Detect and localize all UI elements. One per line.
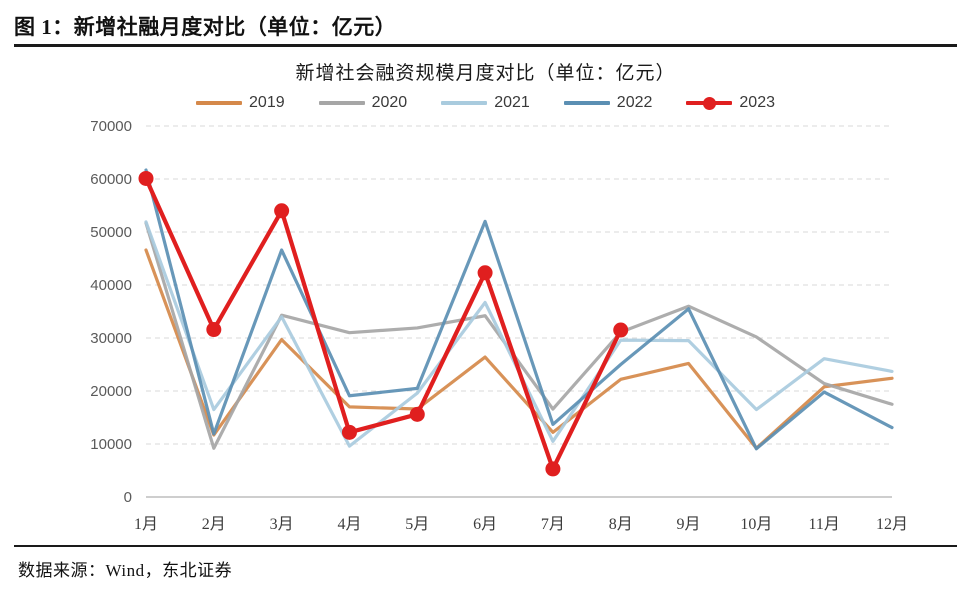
x-axis-tick-label: 6月 <box>473 516 497 533</box>
legend-label-2021: 2021 <box>494 94 530 111</box>
legend-item-2020[interactable]: 2020 <box>318 94 408 112</box>
series-line-2020 <box>144 221 894 450</box>
legend-swatch-2019 <box>196 101 243 105</box>
series-group <box>138 168 894 477</box>
data-point-2023-5月[interactable] <box>409 406 425 422</box>
legend-item-2022[interactable]: 2022 <box>563 94 653 112</box>
y-axis-tick-label: 30000 <box>90 330 132 347</box>
y-axis-labels-group: 0 10000 20000 30000 40000 50000 60000 70000 <box>90 118 132 506</box>
footer-divider <box>14 545 957 547</box>
header-divider <box>14 44 957 47</box>
series-line-2023 <box>143 176 623 472</box>
data-point-2023-1月[interactable] <box>138 170 154 186</box>
legend-label-2020: 2020 <box>371 94 408 111</box>
chart-title: 新增社会融资规模月度对比（单位：亿元） <box>295 63 676 84</box>
y-axis-tick-label: 60000 <box>90 171 132 188</box>
legend-label-2023: 2023 <box>739 94 775 111</box>
line-chart-svg: 0 10000 20000 30000 40000 50000 60000 70000 1月 2… <box>90 118 908 533</box>
data-point-2023-7月[interactable] <box>545 461 561 477</box>
x-axis-tick-label: 2月 <box>202 516 226 533</box>
x-axis-tick-label: 11月 <box>808 516 839 533</box>
x-axis-tick-label: 4月 <box>337 516 361 533</box>
legend-swatch-2023 <box>686 96 733 110</box>
legend-item-2023[interactable]: 2023 <box>686 94 775 112</box>
x-axis-tick-label: 10月 <box>740 516 772 533</box>
figure-caption: 图 1：新增社融月度对比（单位：亿元） <box>14 15 397 39</box>
data-point-2023-8月[interactable] <box>613 322 629 338</box>
y-axis-tick-label: 40000 <box>90 277 132 294</box>
plot-area: 0 10000 20000 30000 40000 50000 60000 70000 1月 2… <box>14 114 957 534</box>
legend-swatch-2022 <box>563 101 610 105</box>
legend-swatch-2021 <box>441 101 488 105</box>
legend-label-2022: 2022 <box>616 94 653 111</box>
x-axis-labels-group: 1月 2月 3月 4月 5月 6月 7月 8月 9月 10月 11月 12月 <box>134 516 908 533</box>
data-point-2023-6月[interactable] <box>477 265 493 281</box>
y-axis-tick-label: 70000 <box>90 118 132 135</box>
y-axis-tick-label: 20000 <box>90 383 132 400</box>
legend-item-2019[interactable]: 2019 <box>196 94 285 112</box>
legend-label-2019: 2019 <box>249 94 285 111</box>
x-axis-tick-label: 5月 <box>405 516 429 533</box>
x-axis-tick-label: 9月 <box>677 516 701 533</box>
x-axis-tick-label: 3月 <box>270 516 294 533</box>
x-axis-tick-label: 7月 <box>541 516 565 533</box>
gridlines-group <box>146 125 892 445</box>
figure-header: 图 1：新增社融月度对比（单位：亿元） <box>14 8 957 44</box>
chart-container: 新增社会融资规模月度对比（单位：亿元） 2019 2020 2021 2022 2023… <box>14 50 957 542</box>
legend-swatch-2020 <box>318 101 365 105</box>
legend-item-2021[interactable]: 2021 <box>441 94 530 112</box>
y-axis-tick-label: 50000 <box>90 224 132 241</box>
y-axis-tick-label: 10000 <box>90 436 132 453</box>
figure-source: 数据来源：Wind，东北证券 <box>18 561 233 580</box>
y-axis-tick-label: 0 <box>124 489 132 506</box>
x-axis-tick-label: 12月 <box>876 516 908 533</box>
series-line-2022 <box>144 168 894 451</box>
x-axis-tick-label: 1月 <box>134 516 158 533</box>
data-point-2023-4月[interactable] <box>341 424 357 440</box>
data-point-2023-3月[interactable] <box>274 203 290 219</box>
chart-legend: 2019 2020 2021 2022 2023 <box>14 94 957 112</box>
data-point-2023-2月[interactable] <box>206 322 222 338</box>
x-axis-tick-label: 8月 <box>609 516 633 533</box>
